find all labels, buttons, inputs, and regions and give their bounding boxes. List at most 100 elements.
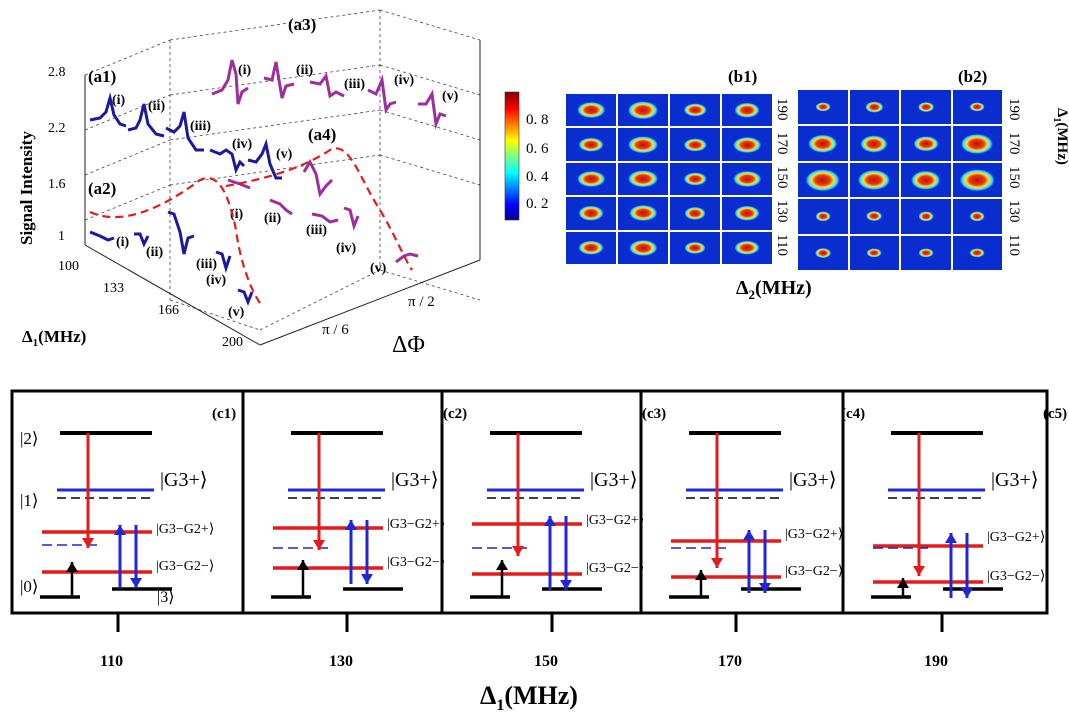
label-g3-plus: |G3+⟩ xyxy=(590,469,638,491)
heatmap-cell xyxy=(849,126,899,161)
heatmap-cell xyxy=(670,128,720,161)
heatmap-spot xyxy=(805,169,841,191)
trace-a1-ii xyxy=(127,103,165,138)
black-pump-arrow-head xyxy=(496,560,508,570)
trace-a1 xyxy=(89,92,282,180)
label-a4: (a4) xyxy=(308,125,336,144)
heatmap-cell xyxy=(798,126,848,161)
heatmap-spot xyxy=(910,170,941,190)
trace-a4-ii xyxy=(269,198,293,216)
heatmap-spot xyxy=(866,248,882,258)
heatmap-cell xyxy=(670,197,720,230)
heatmap-b2 xyxy=(798,90,1002,270)
roman-a4-ii: (ii) xyxy=(264,211,281,226)
heatmap-spot xyxy=(577,170,605,187)
trace-a3-i xyxy=(211,59,249,105)
heatmap-spot xyxy=(969,211,985,222)
roman-labels-a4: (i) (ii) (iii) (iv) (v) xyxy=(230,207,387,276)
label-g3-g2-plus: |G3−G2+⟩ xyxy=(387,517,446,532)
heatmap-spot xyxy=(815,211,831,222)
heatmap-cell xyxy=(849,90,899,125)
panel-a: 2.8 2.2 1.6 1 Signal Intensity 100 133 1… xyxy=(17,9,481,358)
heatmap-cell xyxy=(566,231,616,264)
c-panel-label: (c2) xyxy=(443,406,468,422)
b1-row-tick-150: 150 xyxy=(774,166,790,189)
trace-a1-iii xyxy=(165,111,204,152)
heatmap-cell xyxy=(566,128,616,161)
heatmap-spot xyxy=(578,137,604,152)
blue-down-arrow-head xyxy=(361,574,373,584)
delta1-tick-100: 100 xyxy=(58,259,79,274)
heatmap-cell xyxy=(722,94,772,127)
c-panel-label: (c1) xyxy=(212,406,237,422)
heatmap-cell xyxy=(901,199,951,234)
red-probe-arrow-head xyxy=(313,540,325,550)
envelope-a2 xyxy=(89,177,263,307)
label-g3-plus: |G3+⟩ xyxy=(991,469,1039,491)
heatmap-spot xyxy=(734,240,760,256)
trace-a3-iv xyxy=(367,74,397,115)
heatmap-cell xyxy=(722,197,772,230)
c-xtick-150: 150 xyxy=(534,653,558,670)
heatmap-cell xyxy=(618,128,668,161)
b1-row-tick-130: 130 xyxy=(774,200,790,223)
blue-down-arrow-head xyxy=(961,588,973,598)
heatmap-cell xyxy=(952,162,1002,198)
roman-labels-a1: (i) (ii) (iii) (iv) (v) xyxy=(112,93,293,162)
blue-up-arrow-head xyxy=(945,533,957,543)
b1-row-tick-190: 190 xyxy=(774,98,790,121)
heatmap-cell xyxy=(849,235,899,270)
heatmap-spot xyxy=(865,101,883,113)
roman-labels-a3: (i) (ii) (iii) (iv) (v) xyxy=(238,63,459,104)
c-x-axis-label: Δ1(MHz) xyxy=(480,681,578,714)
label-g3-g2-plus: |G3−G2+⟩ xyxy=(586,513,645,528)
heatmap-cell xyxy=(566,197,616,230)
heatmap-spot xyxy=(629,239,657,256)
colorbar: 0. 8 0. 6 0. 4 0. 2 xyxy=(504,91,549,221)
label-b2: (b2) xyxy=(958,67,987,86)
colorbar-tick-0-6: 0. 6 xyxy=(526,141,549,157)
heatmap-spot xyxy=(733,170,761,187)
axis-box-dashed xyxy=(84,9,481,331)
blue-up-arrow-head xyxy=(544,516,556,526)
heatmap-cell xyxy=(670,94,720,127)
red-probe-arrow-head xyxy=(711,558,723,568)
heatmap-cell xyxy=(952,235,1002,270)
phase-axis-label: ΔΦ xyxy=(392,332,425,358)
trace-a4-top xyxy=(302,158,334,198)
blue-down-arrow-head xyxy=(759,583,771,593)
heatmap-cell xyxy=(798,162,848,198)
red-envelopes xyxy=(89,147,413,307)
blue-down-arrow-head xyxy=(130,578,142,588)
b2-row-tick-130: 130 xyxy=(1006,200,1022,223)
state-label-2: |2⟩ xyxy=(20,429,39,448)
heatmap-spot xyxy=(866,211,883,222)
trace-a3 xyxy=(211,59,447,130)
panel-b-labels: (b1) (b2) Δ2(MHz) Δ1(MHz) 190 170 150 13… xyxy=(728,67,1069,302)
ytick-1: 1 xyxy=(58,229,65,244)
heatmap-cell xyxy=(901,235,951,270)
heatmap-cell xyxy=(901,90,951,125)
trace-a2-iv xyxy=(215,250,232,274)
heatmap-spot xyxy=(918,248,934,258)
heatmap-cell xyxy=(566,94,616,127)
roman-a1-i: (i) xyxy=(112,93,126,108)
red-probe-arrow-head xyxy=(913,566,925,576)
panel-c-frame xyxy=(10,389,1049,615)
blue-up-arrow-head xyxy=(743,530,755,540)
roman-a2-i: (i) xyxy=(116,235,130,250)
c-panel-label: (c4) xyxy=(841,406,866,422)
heatmap-cell xyxy=(849,199,899,234)
heatmap-cell xyxy=(618,162,668,196)
colorbar-gradient xyxy=(504,91,520,221)
b-y-axis-label: Δ1(MHz) xyxy=(1051,108,1069,165)
heatmap-cell xyxy=(952,126,1002,161)
trace-a1-iv xyxy=(209,148,246,175)
delta1-tick-200: 200 xyxy=(222,335,243,350)
b1-row-tick-110: 110 xyxy=(774,234,790,256)
roman-a3-iv: (iv) xyxy=(394,73,415,88)
heatmap-spot xyxy=(917,102,934,113)
roman-a2-iv: (iv) xyxy=(206,273,227,288)
state-label-3: |3⟩ xyxy=(157,589,174,606)
roman-a2-iii: (iii) xyxy=(196,257,217,272)
